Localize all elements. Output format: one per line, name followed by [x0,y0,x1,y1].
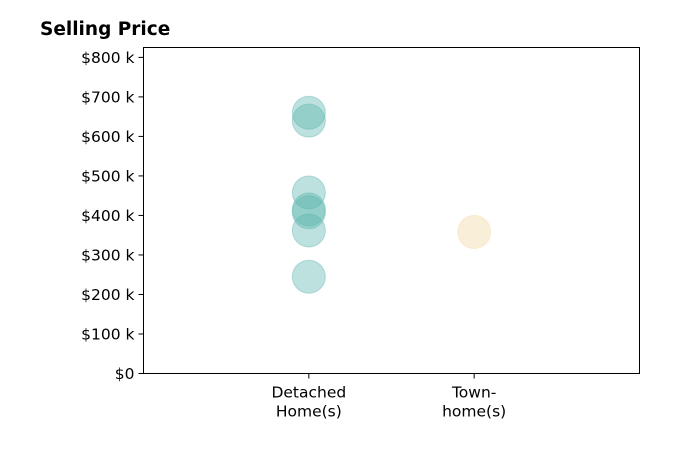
y-tick-label: $700 k [81,88,134,106]
y-axis: $0 $100 k $200 k $300 k $400 k $500 k $600 k $7… [81,49,144,383]
data-point [291,259,326,294]
chart-title: Selling Price [40,19,170,40]
data-point [291,95,326,130]
x-tick-label-line: Detached [271,384,346,402]
data-points [291,95,492,294]
y-tick-label: $400 k [81,207,134,225]
x-tick-label-line: home(s) [442,403,506,421]
y-tick-label: $200 k [81,286,134,304]
x-tick-label: Town-home(s) [442,384,506,421]
y-tick-label: $500 k [81,167,134,185]
data-point [457,215,492,250]
y-tick-label: $100 k [81,325,134,343]
y-tick-label: $0 [115,365,135,383]
plot-frame [143,47,640,374]
data-point [291,192,326,227]
x-tick-label-line: Home(s) [276,403,342,421]
x-axis: Detached Home(s) Town-home(s) [271,373,506,421]
x-tick-label: Detached Home(s) [271,384,346,421]
data-point [291,175,326,210]
data-point [291,195,326,230]
y-tick-label: $600 k [81,128,134,146]
data-point [291,213,326,248]
x-tick-label-line: Town- [451,384,496,402]
data-point [291,103,326,138]
y-tick-label: $300 k [81,246,134,264]
y-tick-label: $800 k [81,49,134,67]
